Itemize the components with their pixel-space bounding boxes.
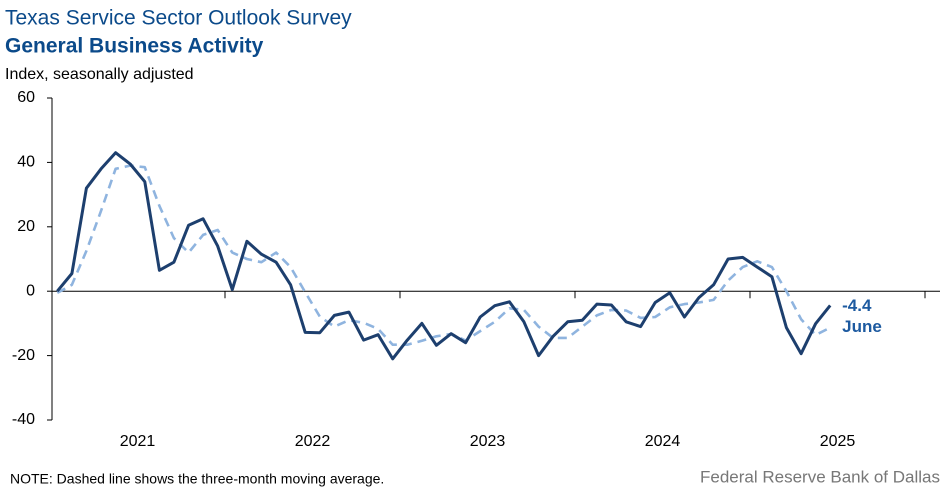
x-tick-label: 2024 (645, 433, 681, 450)
y-tick-label: -40 (12, 411, 35, 428)
y-axis-label: Index, seasonally adjusted (5, 66, 194, 83)
x-tick-label: 2025 (820, 433, 856, 450)
y-tick-label: 20 (17, 218, 35, 235)
annotation: -4.4 (842, 296, 872, 315)
y-tick-label: 40 (17, 154, 35, 171)
y-tick-label: 0 (26, 282, 35, 299)
x-tick-label: 2023 (470, 433, 506, 450)
series-line (56, 151, 832, 361)
note: NOTE: Dashed line shows the three-month … (10, 471, 384, 487)
chart-subtitle: General Business Activity (5, 35, 264, 58)
x-tick-label: 2022 (295, 433, 331, 450)
chart-title: Texas Service Sector Outlook Survey (5, 7, 352, 30)
annotation: June (842, 317, 882, 336)
source: Federal Reserve Bank of Dallas (700, 467, 940, 486)
y-tick-label: -20 (12, 347, 35, 364)
series-line (56, 164, 831, 346)
x-tick-label: 2021 (120, 433, 156, 450)
y-tick-label: 60 (17, 89, 35, 106)
